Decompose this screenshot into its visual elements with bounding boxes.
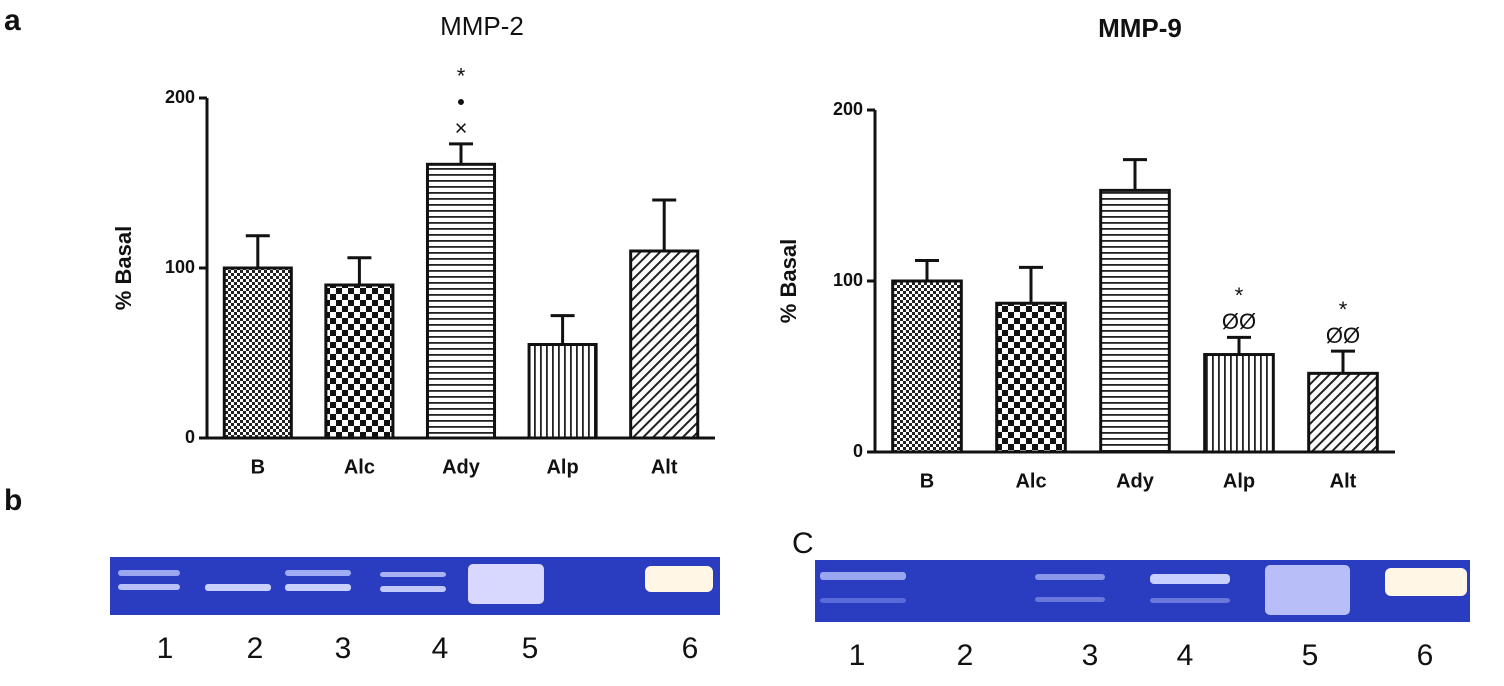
y-tick-label: 0 bbox=[853, 441, 863, 461]
x-tick-label: B bbox=[251, 456, 265, 478]
lane-label: 3 bbox=[1082, 639, 1099, 672]
bar bbox=[425, 162, 497, 440]
y-tick-label: 100 bbox=[165, 257, 195, 277]
bar bbox=[891, 279, 963, 454]
bar bbox=[1307, 371, 1379, 454]
x-tick-label: B bbox=[920, 470, 934, 492]
gel-image bbox=[110, 557, 720, 615]
panel-label: a bbox=[4, 4, 21, 37]
x-tick-label: Alp bbox=[546, 456, 578, 478]
x-tick-label: Alp bbox=[1223, 470, 1255, 492]
lane-label: 3 bbox=[335, 632, 352, 665]
lane-label: 6 bbox=[1417, 639, 1434, 672]
annotation: • bbox=[457, 90, 465, 115]
y-tick-label: 200 bbox=[165, 87, 195, 107]
annotation: ØØ bbox=[1326, 323, 1360, 348]
annotation: * bbox=[1235, 283, 1244, 308]
lane-label: 1 bbox=[849, 639, 866, 672]
lane-label: 4 bbox=[1177, 639, 1194, 672]
lane-label: 5 bbox=[522, 632, 539, 665]
bar bbox=[324, 283, 395, 440]
y-tick-label: 200 bbox=[833, 99, 863, 119]
y-tick-label: 0 bbox=[185, 427, 195, 447]
bar bbox=[1099, 188, 1171, 454]
x-tick-label: Alt bbox=[651, 456, 678, 478]
y-axis-label: % Basal bbox=[776, 239, 801, 323]
y-tick-label: 100 bbox=[833, 270, 863, 290]
lane-label: 6 bbox=[682, 632, 699, 665]
chart-title: MMP-9 bbox=[1098, 13, 1182, 43]
chart-title: MMP-2 bbox=[440, 11, 524, 41]
x-tick-label: Alc bbox=[1015, 470, 1046, 492]
x-tick-label: Alc bbox=[344, 456, 375, 478]
lane-label: 2 bbox=[247, 632, 264, 665]
panel-label: C bbox=[792, 527, 814, 560]
x-tick-label: Ady bbox=[442, 456, 481, 478]
gel-image bbox=[815, 560, 1470, 622]
y-axis-label: % Basal bbox=[111, 226, 136, 310]
lane-label: 4 bbox=[432, 632, 449, 665]
lane-label: 1 bbox=[157, 632, 174, 665]
bar bbox=[629, 249, 700, 440]
panel-label: b bbox=[4, 484, 22, 517]
annotation: * bbox=[457, 64, 466, 89]
bar bbox=[527, 343, 598, 440]
annotation: ØØ bbox=[1222, 309, 1256, 334]
lane-label: 2 bbox=[957, 639, 974, 672]
x-tick-label: Alt bbox=[1330, 470, 1357, 492]
annotation: × bbox=[455, 116, 468, 141]
lane-label: 5 bbox=[1302, 639, 1319, 672]
annotation: * bbox=[1339, 297, 1348, 322]
bar bbox=[1203, 353, 1275, 454]
bar bbox=[222, 266, 293, 440]
bar bbox=[995, 301, 1067, 454]
x-tick-label: Ady bbox=[1116, 470, 1155, 492]
